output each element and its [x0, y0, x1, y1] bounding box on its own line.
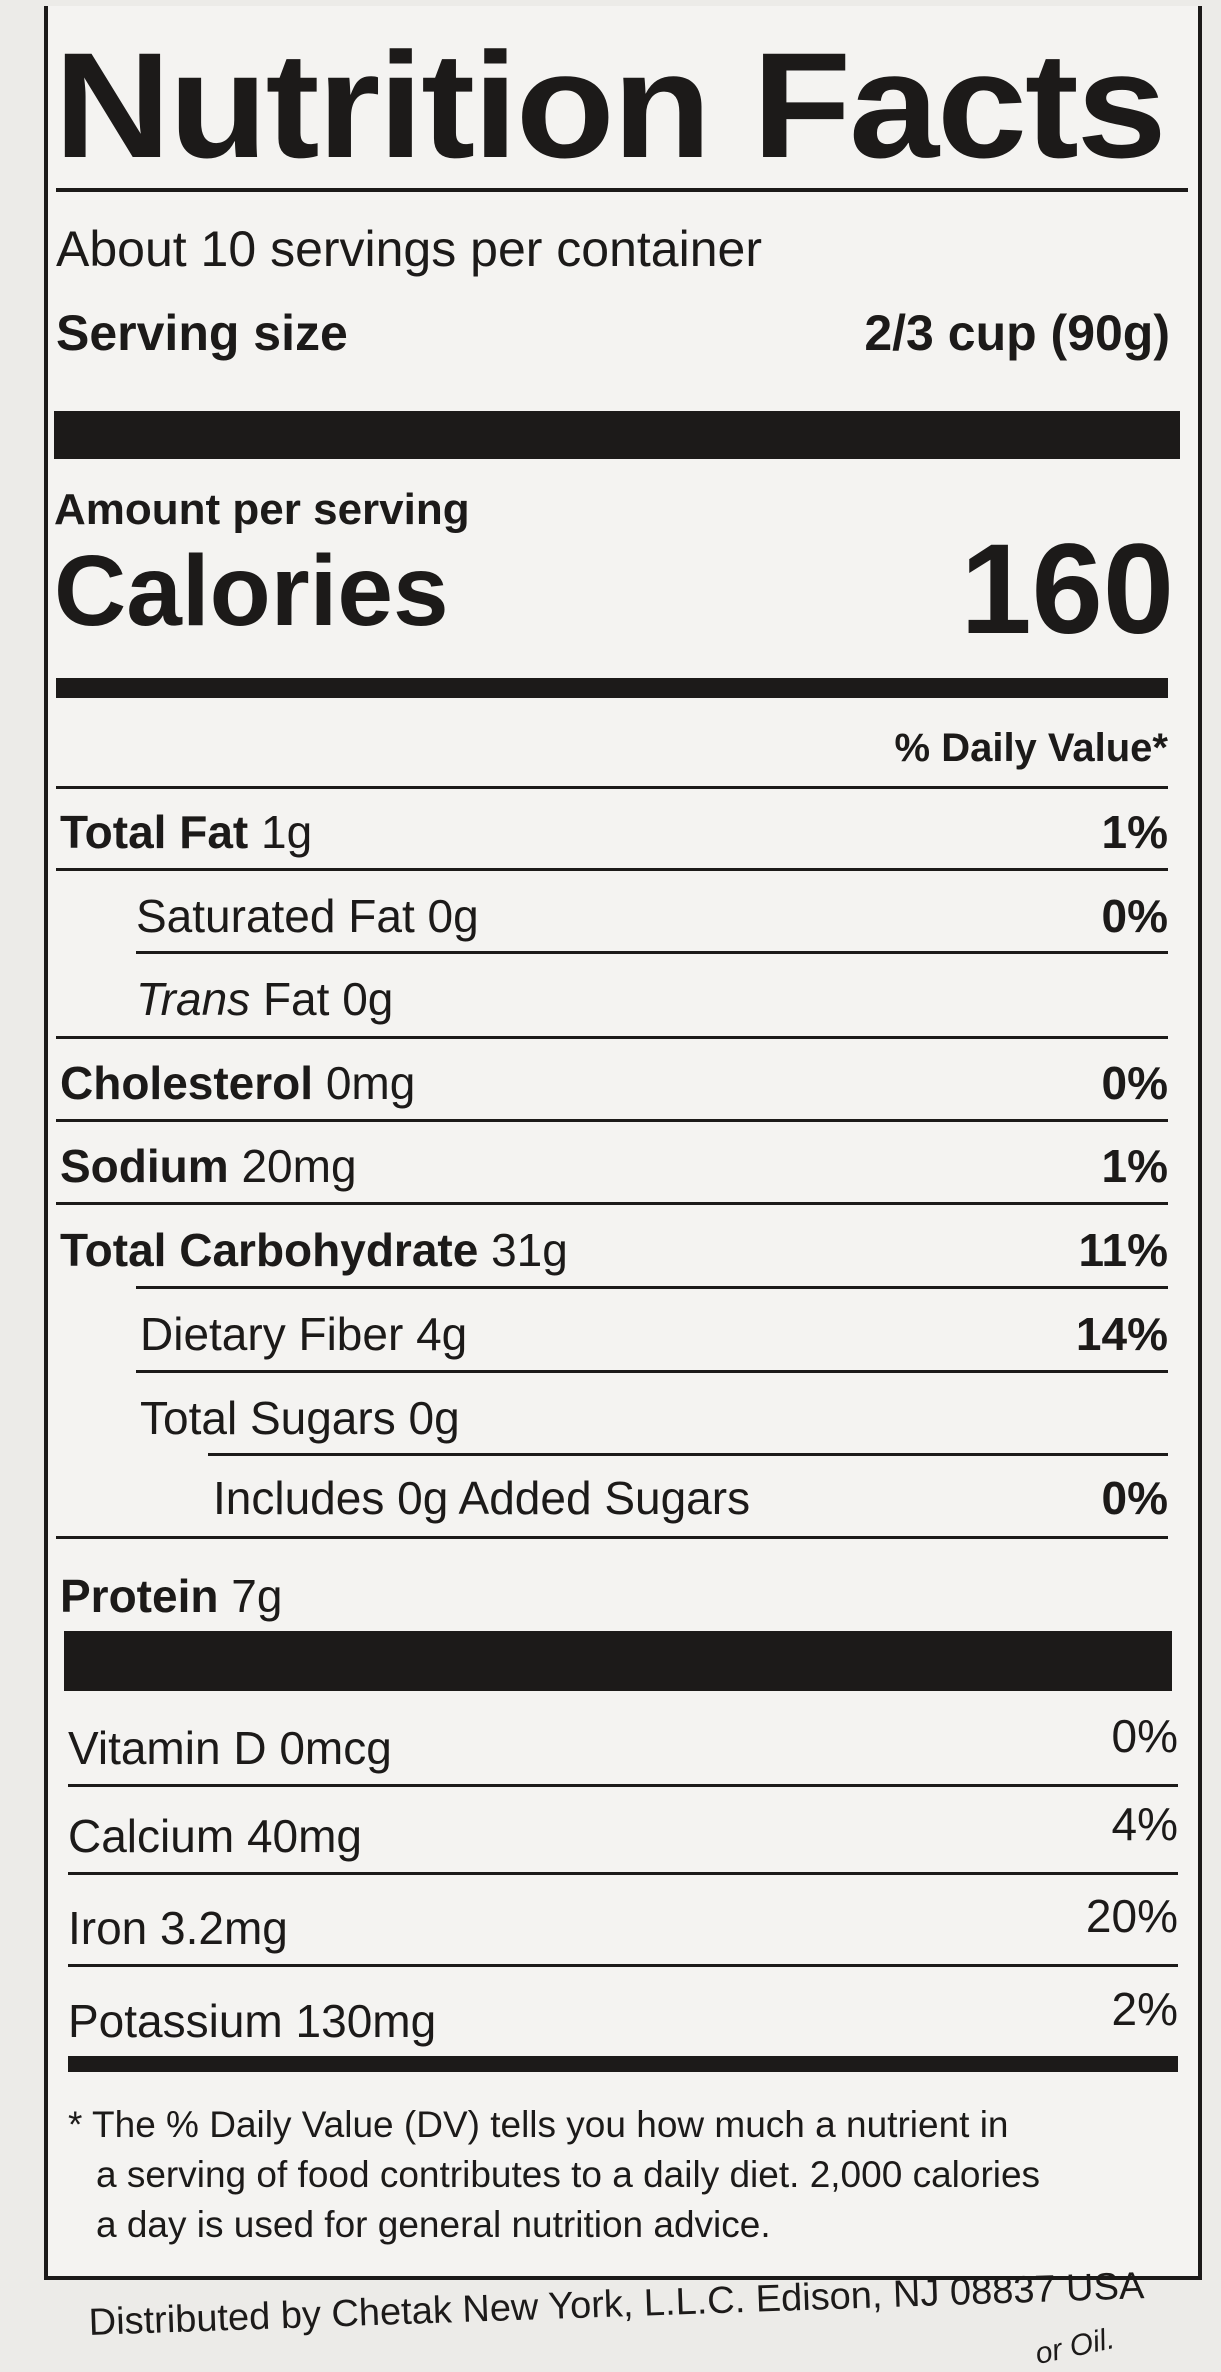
nutrient-amount: 4g [416, 1308, 468, 1360]
nutrient-dv: 0% [1101, 1057, 1168, 1109]
servings-per-container: About 10 servings per container [56, 221, 762, 277]
vitamin-row-vitamin-d: Vitamin D 0mcg 0% [68, 1710, 1178, 1778]
nutrient-name: Total Sugars [140, 1392, 396, 1444]
vitamin-dv: 0% [1111, 1710, 1178, 1762]
calories-label: Calories [54, 535, 449, 647]
nutrient-row-dietary-fiber: Dietary Fiber 4g 14% [140, 1304, 1168, 1364]
nutrient-row-trans-fat: Trans Fat 0g [136, 969, 1168, 1029]
nutrient-dv: 0% [1101, 890, 1168, 942]
vitamin-name: Calcium [68, 1810, 235, 1862]
vitamin-amount: 0mcg [279, 1722, 392, 1774]
divider [68, 1872, 1178, 1875]
nutrient-row-protein: Protein 7g [60, 1566, 1168, 1626]
partial-text: or Oil. [1032, 2322, 1118, 2371]
amount-per-serving: Amount per serving [54, 485, 470, 534]
nutrient-amount: 20mg [241, 1140, 357, 1192]
vitamin-dv: 20% [1085, 1890, 1178, 1942]
nutrient-dv: 0% [1101, 1472, 1168, 1524]
divider [136, 1286, 1168, 1289]
serving-size-value: 2/3 cup (90g) [864, 305, 1170, 361]
footnote-line-3: a day is used for general nutrition advi… [96, 2204, 771, 2245]
nutrient-dv: 1% [1101, 806, 1168, 858]
divider [208, 1453, 1168, 1456]
nutrient-row-total-carbohydrate: Total Carbohydrate 31g 11% [60, 1220, 1168, 1280]
nutrient-dv: 14% [1075, 1308, 1168, 1360]
nutrient-name: Includes 0g Added Sugars [213, 1472, 751, 1524]
divider [56, 786, 1168, 789]
divider [68, 1964, 1178, 1967]
divider [56, 868, 1168, 871]
title: Nutrition Facts [54, 21, 1167, 189]
nutrient-amount: 1g [261, 806, 313, 858]
nutrient-row-total-sugars: Total Sugars 0g [140, 1388, 1168, 1448]
vitamin-amount: 130mg [295, 1995, 437, 2047]
nutrient-dv: 11% [1078, 1224, 1168, 1276]
divider [136, 951, 1168, 954]
footnote-line-1: * The % Daily Value (DV) tells you how m… [68, 2104, 1009, 2145]
vitamin-amount: 40mg [246, 1810, 363, 1862]
nutrient-row-sodium: Sodium 20mg 1% [60, 1136, 1168, 1196]
vitamin-amount: 3.2mg [160, 1902, 288, 1954]
footnote-line-2: a serving of food contributes to a daily… [96, 2154, 1041, 2195]
serving-size-label: Serving size [56, 305, 348, 361]
nutrient-name: Protein [60, 1570, 219, 1622]
divider [56, 1119, 1168, 1122]
thick-divider [54, 411, 1180, 459]
nutrient-amount: 31g [491, 1224, 568, 1276]
nutrient-name: Total Fat [60, 806, 249, 858]
divider [56, 1536, 1168, 1539]
nutrient-row-total-fat: Total Fat 1g 1% [60, 802, 1168, 862]
nutrient-row-cholesterol: Cholesterol 0mg 0% [60, 1053, 1168, 1113]
daily-value-header: % Daily Value* [894, 726, 1168, 770]
vitamin-dv: 4% [1111, 1798, 1178, 1850]
vitamin-dv: 2% [1111, 1983, 1178, 2035]
divider [56, 188, 1188, 192]
nutrient-name: Dietary Fiber [140, 1308, 404, 1360]
nutrient-dv: 1% [1101, 1140, 1168, 1192]
nutrient-name-suffix: Fat [262, 973, 330, 1025]
vitamin-name: Vitamin D [68, 1722, 267, 1774]
nutrient-amount: 0g [342, 973, 394, 1025]
nutrition-facts-panel: Nutrition Facts About 10 servings per co… [44, 6, 1202, 2280]
medium-divider [56, 678, 1168, 698]
vitamin-row-calcium: Calcium 40mg 4% [68, 1798, 1178, 1866]
divider [68, 1784, 1178, 1787]
medium-divider [68, 2056, 1178, 2072]
nutrient-name: Saturated Fat [136, 890, 415, 942]
nutrient-name: Trans [136, 973, 251, 1025]
thick-divider [64, 1631, 1172, 1691]
nutrient-amount: 0g [427, 890, 479, 942]
nutrient-amount: 0g [408, 1392, 460, 1444]
nutrient-amount: 7g [231, 1570, 283, 1622]
nutrient-name: Total Carbohydrate [60, 1224, 479, 1276]
nutrient-row-saturated-fat: Saturated Fat 0g 0% [136, 886, 1168, 946]
nutrient-amount: 0mg [325, 1057, 416, 1109]
divider [136, 1370, 1168, 1373]
divider [56, 1202, 1168, 1205]
divider [56, 1036, 1168, 1039]
nutrient-name: Sodium [60, 1140, 229, 1192]
nutrient-name: Cholesterol [60, 1057, 314, 1109]
calories-value: 160 [960, 518, 1174, 661]
vitamin-name: Potassium [68, 1995, 283, 2047]
vitamin-row-iron: Iron 3.2mg 20% [68, 1890, 1178, 1958]
vitamin-name: Iron [68, 1902, 148, 1954]
nutrient-row-added-sugars: Includes 0g Added Sugars 0% [213, 1468, 1168, 1528]
vitamin-row-potassium: Potassium 130mg 2% [68, 1983, 1178, 2051]
